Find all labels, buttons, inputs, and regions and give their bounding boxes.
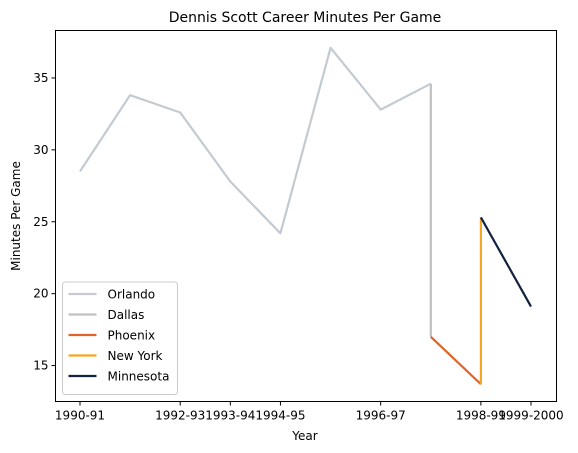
- series-line-minnesota: [479, 216, 532, 308]
- legend-box: [62, 281, 178, 395]
- x-tick-label: 1998-99: [456, 409, 506, 423]
- legend-label: Minnesota: [108, 370, 170, 384]
- x-tick-label: 1996-97: [356, 409, 406, 423]
- legend-label: Dallas: [108, 308, 145, 322]
- y-tick-label: 30: [33, 143, 48, 157]
- legend: Orlando Dallas Phoenix New York Minnesota: [62, 281, 178, 395]
- y-tick-label: 15: [33, 359, 48, 373]
- x-tick-label: 1993-94: [205, 409, 255, 423]
- y-axis-label: Minutes Per Game: [9, 161, 23, 271]
- chart-title: Dennis Scott Career Minutes Per Game: [169, 10, 442, 26]
- y-tick-label: 20: [33, 287, 48, 301]
- x-tick-label: 1990-91: [55, 409, 105, 423]
- x-tick-label: 1994-95: [255, 409, 305, 423]
- series-line-orlando: [79, 46, 432, 235]
- x-tick-label: 1992-93: [155, 409, 205, 423]
- plot-frame: [55, 30, 557, 402]
- y-tick-label: 25: [33, 215, 48, 229]
- legend-label: Phoenix: [108, 329, 156, 343]
- x-tick-label: 1999-2000: [498, 409, 563, 423]
- y-tick-label: 35: [33, 71, 48, 85]
- series-line-phoenix: [430, 336, 482, 385]
- x-axis-label: Year: [291, 429, 317, 443]
- legend-label: New York: [108, 349, 163, 363]
- legend-label: Orlando: [108, 288, 156, 302]
